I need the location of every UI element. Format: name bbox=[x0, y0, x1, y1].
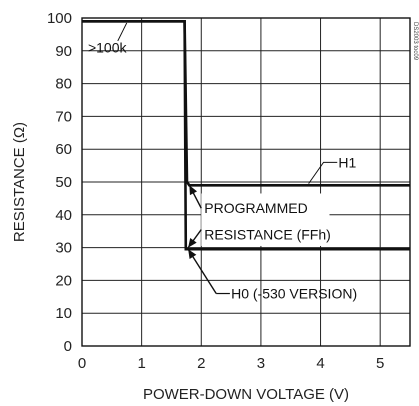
annotation-programmed-box bbox=[201, 193, 330, 246]
x-tick-label: 2 bbox=[197, 355, 205, 372]
y-tick-label: 20 bbox=[55, 272, 72, 289]
y-tick-label: 60 bbox=[55, 141, 72, 158]
y-tick-label: 80 bbox=[55, 76, 72, 93]
y-tick-label: 40 bbox=[55, 207, 72, 224]
arrow-to-h0-head bbox=[188, 249, 197, 259]
arrow-to-h1-head bbox=[189, 185, 198, 196]
x-axis-label: POWER-DOWN VOLTAGE (V) bbox=[143, 386, 349, 403]
x-tick-label: 1 bbox=[137, 355, 145, 372]
annotation-100k: >100k bbox=[88, 40, 128, 56]
x-tick-label: 5 bbox=[376, 355, 384, 372]
tick-labels: 0 10 20 30 40 50 60 70 80 90 100 0 1 2 3 4 5 bbox=[47, 10, 384, 372]
annotation-100k-pointer bbox=[117, 22, 128, 42]
y-tick-label: 0 bbox=[64, 338, 72, 355]
y-tick-label: 50 bbox=[55, 174, 72, 191]
annotation-h1-leader bbox=[308, 161, 338, 184]
annotation-h1: H1 bbox=[338, 154, 356, 170]
annotation-h0: H0 (-530 VERSION) bbox=[231, 286, 357, 302]
y-tick-label: 30 bbox=[55, 240, 72, 257]
y-axis-label: RESISTANCE (Ω) bbox=[11, 122, 28, 242]
annotation-resistance-ffh: RESISTANCE (FFh) bbox=[204, 226, 331, 242]
annotations: >100k H1 PROGRAMMED RESISTANCE (FFh) H0 (-53… bbox=[88, 22, 418, 302]
plot-frame bbox=[81, 17, 411, 347]
y-tick-label: 10 bbox=[55, 305, 72, 322]
arrow-to-h0-top-head bbox=[188, 237, 197, 248]
series-line-h1 bbox=[82, 20, 410, 187]
figure-code: DS2003 toc09 bbox=[412, 22, 418, 61]
annotation-programmed: PROGRAMMED bbox=[204, 200, 307, 216]
y-tick-label: 70 bbox=[55, 108, 72, 125]
grid bbox=[81, 17, 411, 347]
x-tick-label: 3 bbox=[257, 355, 265, 372]
y-tick-label: 100 bbox=[47, 10, 72, 27]
x-tick-label: 4 bbox=[316, 355, 324, 372]
x-tick-label: 0 bbox=[78, 355, 86, 372]
y-tick-label: 90 bbox=[55, 43, 72, 60]
series-line-h0 bbox=[82, 20, 410, 251]
series-layer bbox=[82, 20, 410, 251]
